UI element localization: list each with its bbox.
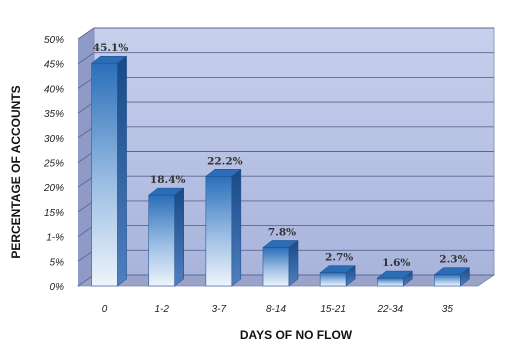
data-label: 45.1% [93, 42, 129, 54]
gridline [77, 52, 494, 65]
data-label: 18.4% [150, 174, 186, 186]
x-tick-label: 35 [442, 304, 454, 315]
bar-side [231, 168, 242, 287]
bar-top [205, 169, 242, 177]
y-tick-label: 5% [50, 257, 65, 268]
bar [319, 265, 356, 287]
y-tick-label: 40% [44, 84, 64, 95]
bar-front [434, 274, 461, 287]
y-tick-label: 30% [44, 134, 64, 145]
bar-front [148, 194, 176, 287]
bar [90, 55, 128, 287]
data-label: 7.8% [268, 226, 296, 238]
bars [90, 55, 471, 287]
bar-front [91, 62, 118, 287]
x-tick-label: 0 [102, 304, 108, 315]
y-axis-title: PERCENTAGE OF ACCOUNTS [9, 85, 23, 258]
data-label: 1.6% [382, 257, 410, 269]
data-label: 2.3% [439, 254, 467, 266]
y-tick-label: 1-% [46, 233, 64, 244]
data-labels: 45.1% 18.4% 22.2% 7.8% 2.7% 1.6% 2.3% [93, 42, 468, 269]
y-tick-label: 50% [44, 35, 64, 46]
y-tick-label: 45% [44, 60, 64, 71]
bar-top [262, 240, 299, 248]
x-tick-label: 1-2 [154, 304, 169, 315]
y-tick-label: 35% [44, 109, 64, 120]
bar [433, 267, 471, 287]
data-label: 2.7% [325, 252, 353, 264]
x-axis-ticks: 0 1-2 3-7 8-14 15-21 22-34 35 [102, 304, 454, 315]
x-axis-title: DAYS OF NO FLOW [240, 328, 353, 342]
y-axis-ticks: 0% 5% 1-% 15% 20% 25% 30% 35% 40% 45% 50% [43, 35, 64, 293]
bar-front [262, 247, 290, 287]
y-tick-label: 15% [44, 208, 64, 219]
x-tick-label: 3-7 [212, 304, 227, 315]
data-label: 22.2% [207, 155, 243, 167]
y-tick-label: 20% [43, 183, 64, 194]
bar-top [147, 187, 185, 196]
bar-side [117, 55, 127, 287]
bar [376, 270, 414, 287]
bar-front [205, 176, 233, 287]
x-tick-label: 22-34 [376, 304, 403, 315]
bar-top [376, 270, 414, 279]
bar-side [288, 239, 299, 287]
x-tick-label: 15-21 [320, 304, 346, 315]
bar-top [319, 265, 356, 273]
bar [147, 187, 185, 287]
y-tick-label: 0% [50, 282, 65, 293]
bar [205, 168, 242, 287]
bar-top [433, 267, 471, 275]
bar-front [376, 277, 404, 287]
gridline [77, 27, 494, 40]
bar [262, 239, 299, 287]
bar-side [174, 187, 184, 287]
bar-top [90, 55, 128, 64]
x-tick-label: 8-14 [266, 304, 286, 315]
bar-front [319, 272, 347, 287]
y-tick-label: 25% [43, 159, 64, 170]
